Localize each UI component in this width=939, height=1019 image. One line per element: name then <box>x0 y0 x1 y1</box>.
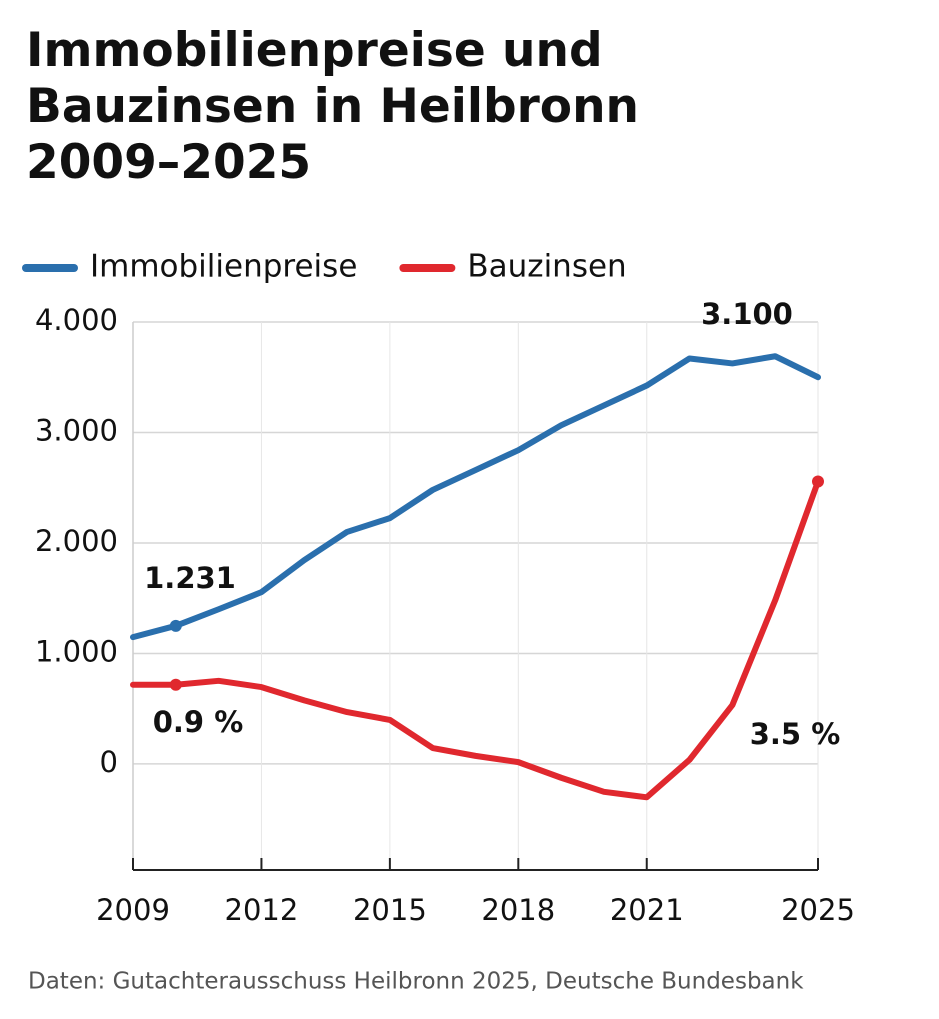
x-tick-label: 2015 <box>353 893 427 927</box>
x-tick-label: 2018 <box>481 893 555 927</box>
y-tick-label: 1.000 <box>35 634 118 668</box>
series-line <box>130 478 821 801</box>
x-tick-label: 2009 <box>96 893 170 927</box>
source: Daten: Gutachterausschuss Heilbronn 2025… <box>28 969 804 995</box>
y-tick-label: 2.000 <box>35 524 118 558</box>
point <box>169 619 182 632</box>
annotation: 3.100 <box>701 297 793 331</box>
x-tick-label: 2025 <box>781 893 855 927</box>
point <box>812 475 824 488</box>
chart-title: Immobilienpreise und Bauzinsen in Heilbro… <box>26 23 639 190</box>
point <box>169 678 182 691</box>
y-tick-label: 0 <box>100 745 118 779</box>
x-tick-label: 2021 <box>610 893 684 927</box>
legend-label: Immobilienpreise <box>90 249 357 285</box>
annotation: 0.9 % <box>153 705 244 739</box>
annotation: 3.5 % <box>750 717 841 751</box>
series-line <box>130 353 821 641</box>
y-tick-label: 3.000 <box>35 413 118 447</box>
y-tick-label: 4.000 <box>35 303 118 337</box>
x-tick-label: 2012 <box>225 893 299 927</box>
annotation: 1.231 <box>144 561 236 595</box>
legend-label: Bauzinsen <box>467 249 626 285</box>
